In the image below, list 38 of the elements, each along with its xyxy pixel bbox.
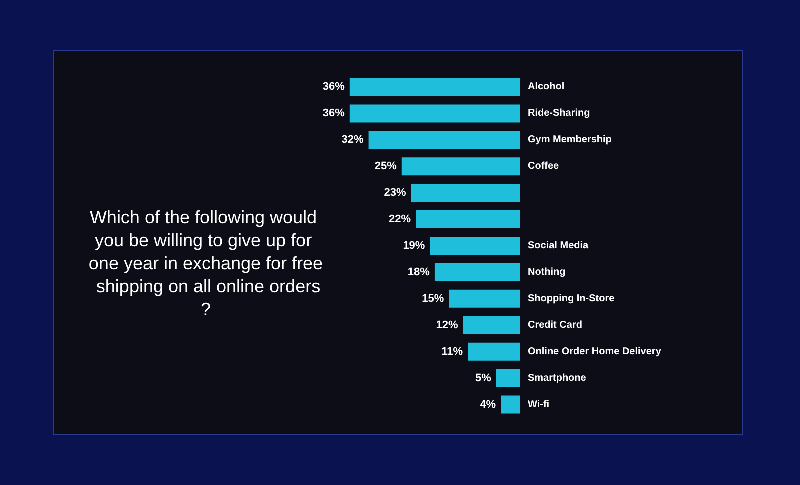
bar [501,396,520,414]
data-label: 36% [322,81,346,94]
y-tick-label: Ride-Sharing [528,108,590,120]
bar [416,210,520,229]
y-tick-label: Shopping In-Store [528,293,616,304]
y-tick-label: Gym Membership [528,134,612,146]
y-tick-label: Alcohol [528,82,565,93]
bar [402,158,520,176]
y-tick-label: Social Media [528,240,590,252]
data-label: 25% [374,160,398,173]
bar [434,263,520,282]
bar [350,104,520,123]
bar [430,237,520,255]
y-tick-label: Wi-fi [528,399,550,410]
bar [449,290,520,308]
bar [468,342,520,361]
y-tick-label: Smartphone [528,372,587,384]
data-label: 12% [436,319,459,332]
data-label: 5% [475,372,492,384]
data-label: 18% [408,266,430,278]
data-label: 36% [322,108,346,120]
bar [496,369,520,388]
bar [463,316,520,334]
y-tick-label: Credit Card [528,320,582,331]
text: Which of the following would you be willing to give up for one year in exchange for free shipping on all online orders? [88,208,324,320]
data-label: 15% [422,292,444,305]
bar [368,131,520,150]
data-label: 32% [342,134,364,146]
data-label: 11% [442,346,464,358]
data-label: 23% [384,187,407,200]
bar [411,184,520,202]
y-tick-label: Online Order Home Delivery [528,346,662,358]
y-tick-label: Coffee [528,161,560,172]
y-tick-label: Nothing [528,266,566,278]
data-label: 22% [389,214,412,226]
data-label: 19% [403,240,426,252]
bar [350,78,520,96]
data-label: 4% [480,398,496,411]
